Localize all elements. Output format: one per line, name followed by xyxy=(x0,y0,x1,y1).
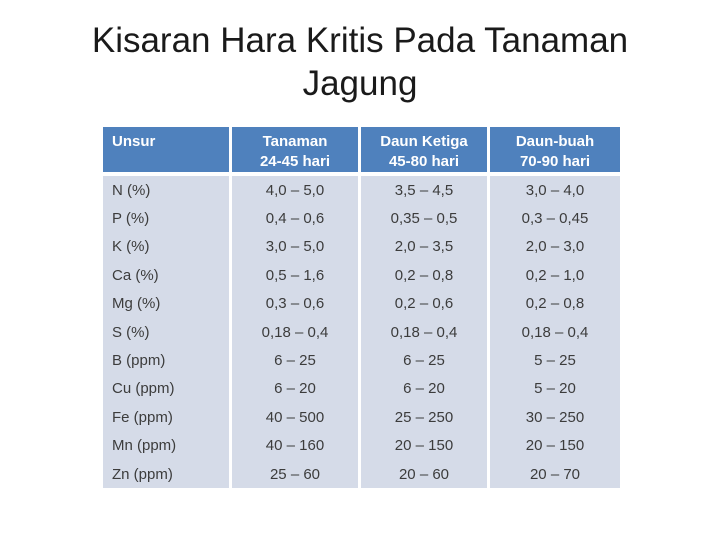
cell-value: 2,0 – 3,5 xyxy=(361,232,487,262)
cell-value: 0,2 – 0,8 xyxy=(490,289,620,318)
row-label: K (%) xyxy=(103,232,229,262)
cell-value: 5 – 20 xyxy=(490,374,620,404)
cell-value: 0,5 – 1,6 xyxy=(232,261,358,290)
row-label: B (ppm) xyxy=(103,346,229,375)
row-label: Fe (ppm) xyxy=(103,403,229,432)
cell-value: 6 – 20 xyxy=(232,374,358,404)
cell-value: 0,2 – 0,8 xyxy=(361,261,487,290)
row-label: P (%) xyxy=(103,204,229,233)
header-line1: Daun-buah xyxy=(515,133,595,150)
cell-value: 3,5 – 4,5 xyxy=(361,176,487,205)
cell-value: 0,18 – 0,4 xyxy=(490,317,620,347)
cell-value: 0,3 – 0,6 xyxy=(232,289,358,318)
row-label: Mn (ppm) xyxy=(103,431,229,460)
cell-value: 0,2 – 1,0 xyxy=(490,261,620,290)
row-label: Mg (%) xyxy=(103,289,229,318)
cell-value: 40 – 160 xyxy=(232,431,358,460)
header-cell-unsur: Unsur xyxy=(103,127,229,172)
cell-value: 20 – 70 xyxy=(490,459,620,489)
header-line1: Unsur xyxy=(112,133,156,150)
cell-value: 25 – 250 xyxy=(361,403,487,432)
cell-value: 2,0 – 3,0 xyxy=(490,232,620,262)
row-label: N (%) xyxy=(103,176,229,205)
cell-value: 30 – 250 xyxy=(490,403,620,432)
header-cell-tanaman: Tanaman 24-45 hari xyxy=(232,127,358,172)
cell-value: 3,0 – 4,0 xyxy=(490,176,620,205)
cell-value: 40 – 500 xyxy=(232,403,358,432)
critical-nutrient-table: Unsur Tanaman 24-45 hari Daun Ketiga 45-… xyxy=(103,127,620,489)
cell-value: 6 – 25 xyxy=(232,346,358,375)
cell-value: 5 – 25 xyxy=(490,346,620,375)
table-body: N (%) 4,0 – 5,0 3,5 – 4,5 3,0 – 4,0 P (%… xyxy=(103,176,620,489)
cell-value: 0,18 – 0,4 xyxy=(361,317,487,347)
cell-value: 20 – 60 xyxy=(361,459,487,489)
slide-title-line1: Kisaran Hara Kritis Pada Tanaman xyxy=(91,21,629,60)
header-line1: Tanaman xyxy=(262,133,328,150)
cell-value: 0,2 – 0,6 xyxy=(361,289,487,318)
header-cell-daun-ketiga: Daun Ketiga 45-80 hari xyxy=(361,127,487,172)
header-line2: 70-90 hari xyxy=(519,152,591,170)
row-label: Cu (ppm) xyxy=(103,374,229,404)
header-line2: 24-45 hari xyxy=(259,152,331,170)
cell-value: 0,4 – 0,6 xyxy=(232,204,358,233)
cell-value: 0,3 – 0,45 xyxy=(490,204,620,233)
slide-title: Kisaran Hara Kritis Pada Tanaman Jagung xyxy=(0,20,720,105)
slide-title-line2: Jagung xyxy=(302,63,418,103)
header-line1: Daun Ketiga xyxy=(380,133,468,150)
cell-value: 6 – 20 xyxy=(361,374,487,404)
row-label: Ca (%) xyxy=(103,261,229,290)
cell-value: 6 – 25 xyxy=(361,346,487,375)
cell-value: 0,18 – 0,4 xyxy=(232,317,358,347)
cell-value: 4,0 – 5,0 xyxy=(232,176,358,205)
table-header-row: Unsur Tanaman 24-45 hari Daun Ketiga 45-… xyxy=(103,127,620,172)
header-cell-daun-buah: Daun-buah 70-90 hari xyxy=(490,127,620,172)
row-label: Zn (ppm) xyxy=(103,459,229,489)
header-line2: 45-80 hari xyxy=(388,152,460,170)
cell-value: 3,0 – 5,0 xyxy=(232,232,358,262)
row-label: S (%) xyxy=(103,317,229,347)
cell-value: 20 – 150 xyxy=(490,431,620,460)
cell-value: 0,35 – 0,5 xyxy=(361,204,487,233)
cell-value: 25 – 60 xyxy=(232,459,358,489)
cell-value: 20 – 150 xyxy=(361,431,487,460)
